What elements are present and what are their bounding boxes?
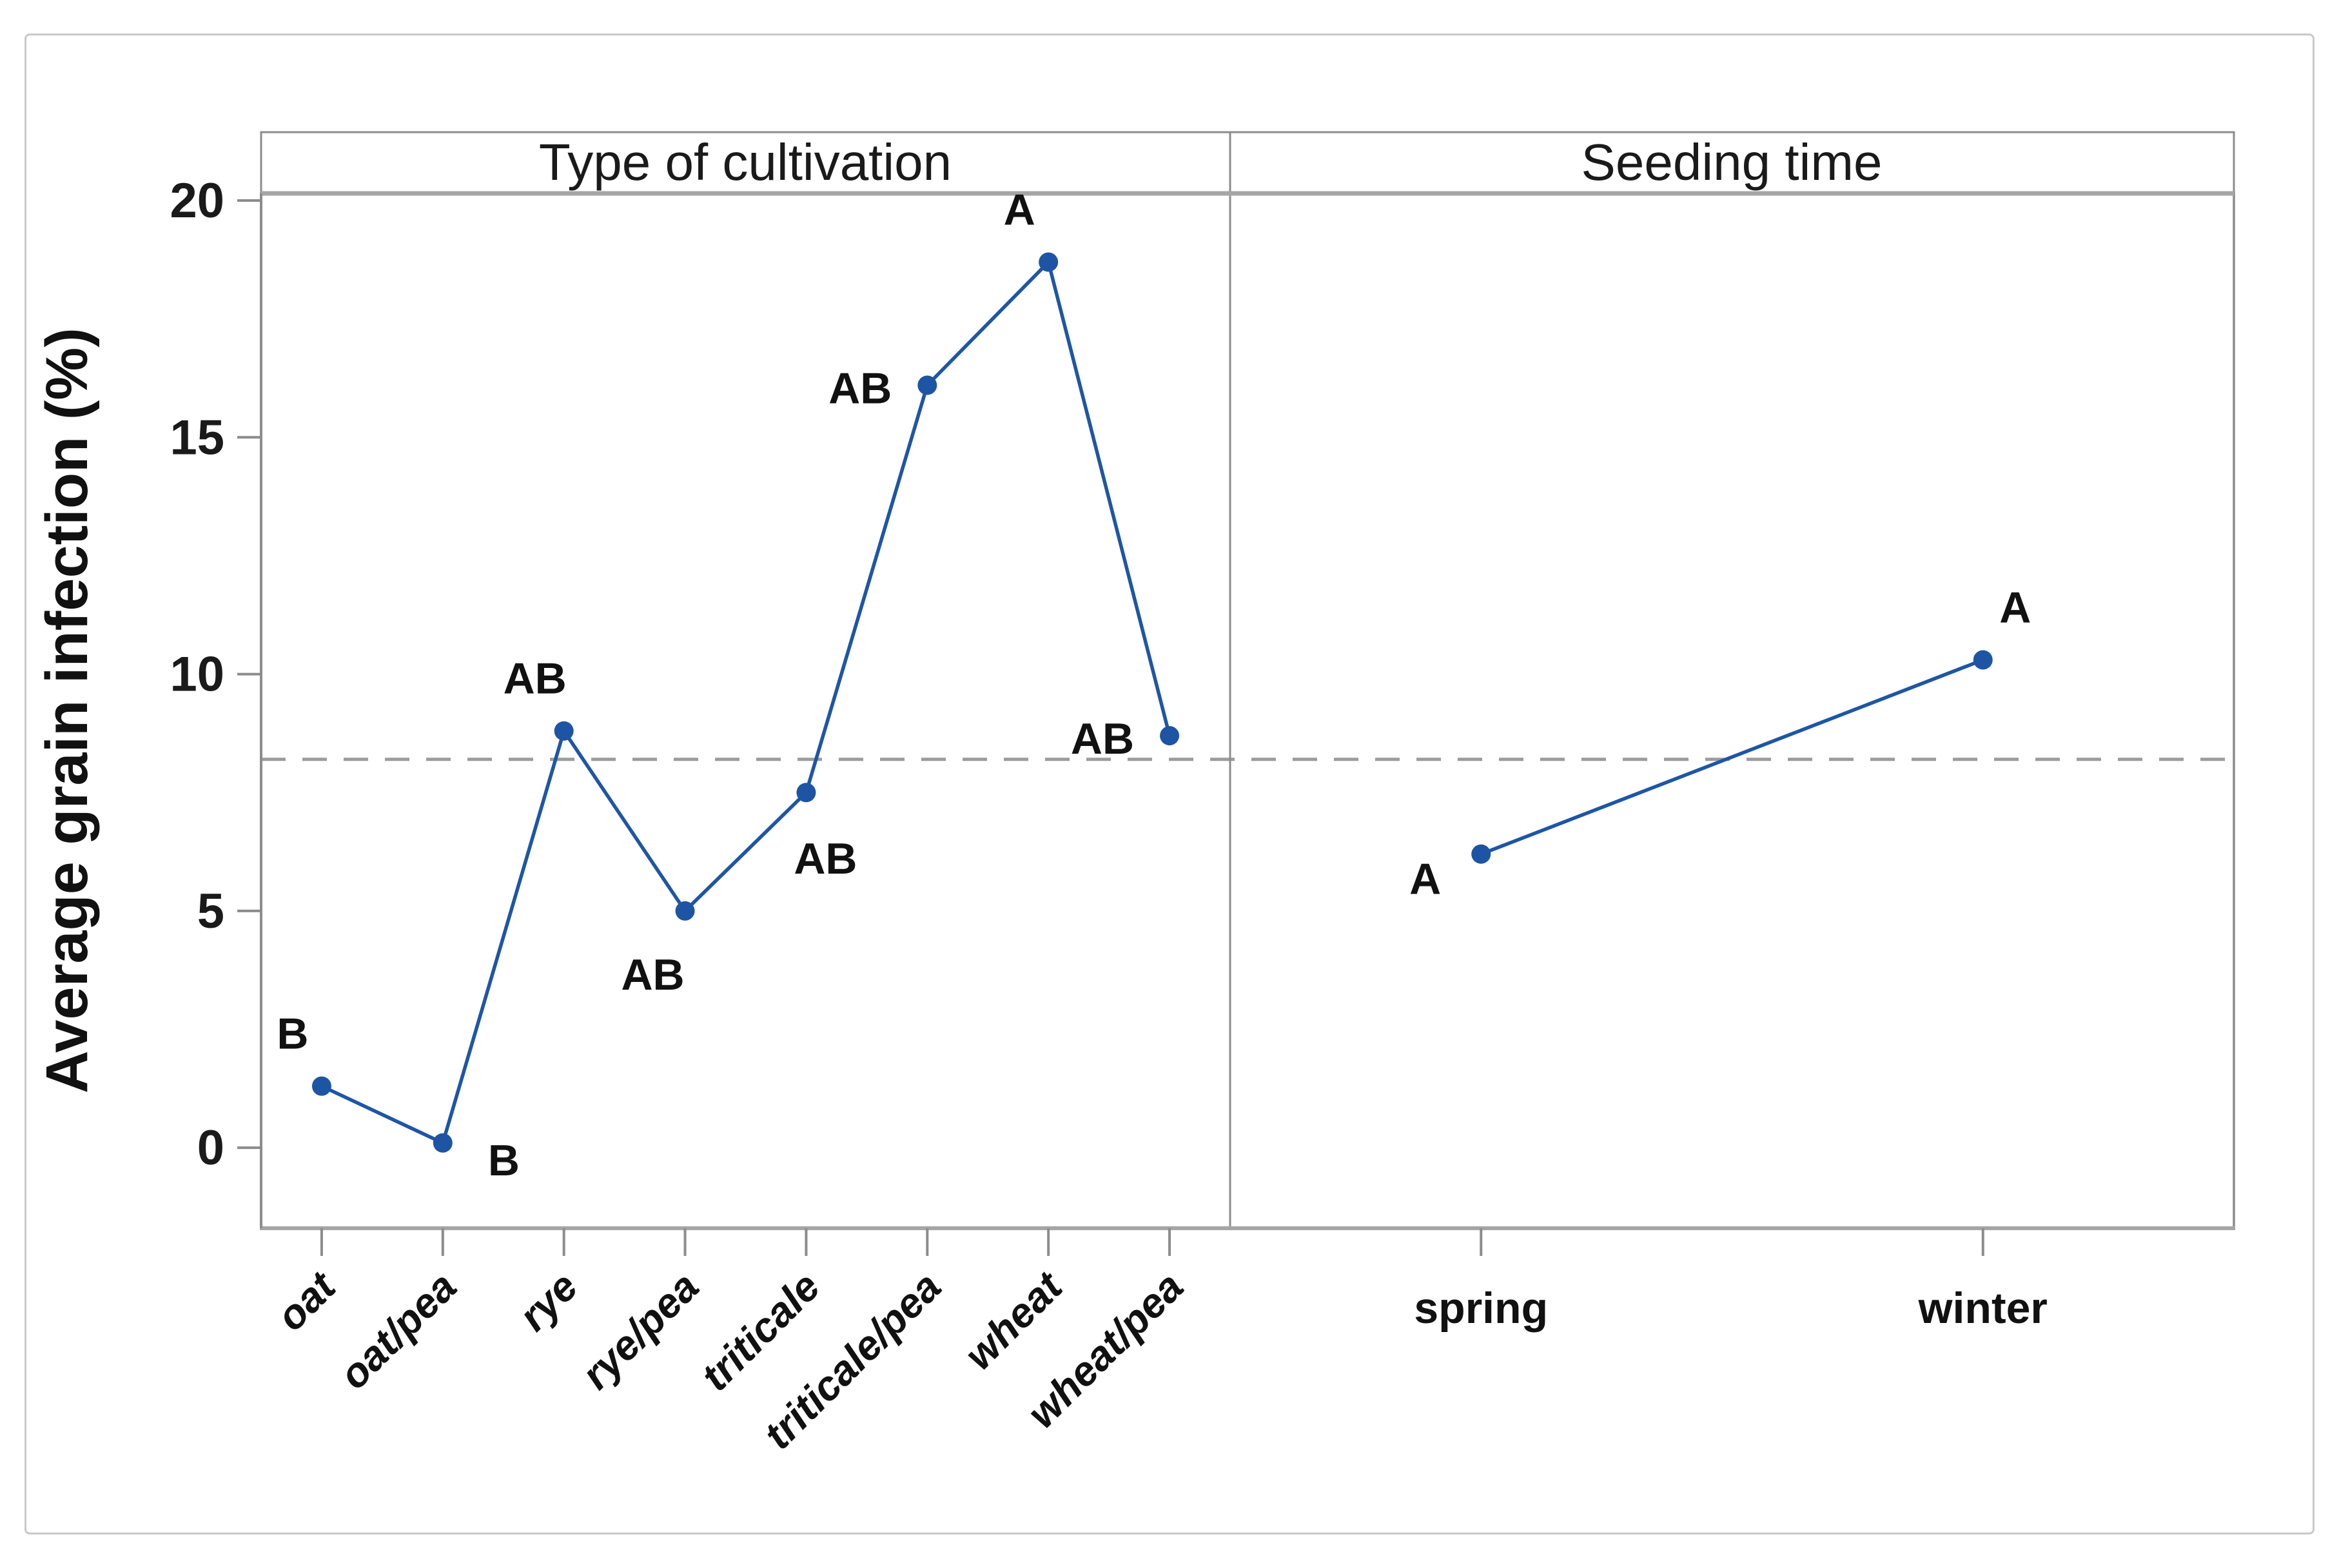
x-category-label-wheat: wheat <box>955 1262 1072 1378</box>
data-point-spring <box>1471 844 1491 864</box>
x-category-label-oat: oat <box>268 1262 346 1340</box>
x-category-label-winter: winter <box>1918 1284 2048 1333</box>
x-category-label-oat-pea: oat/pea <box>330 1263 465 1398</box>
data-point-rye-pea <box>675 901 695 921</box>
point-letter-wheat-pea: AB <box>1071 714 1134 763</box>
point-letter-oat: B <box>277 1010 308 1059</box>
panel-header-cultivation: Type of cultivation <box>539 133 952 191</box>
data-point-triticale-pea <box>917 375 937 395</box>
y-axis-title: Average grain infection (%) <box>34 328 100 1093</box>
point-letter-triticale: AB <box>794 834 857 883</box>
point-letter-oat-pea: B <box>488 1136 520 1185</box>
figure-border <box>24 34 2315 1534</box>
x-category-label-rye-pea: rye/pea <box>573 1263 707 1398</box>
y-tick-label: 20 <box>170 173 224 228</box>
point-letter-rye: AB <box>504 654 567 703</box>
data-point-winter <box>1973 650 1993 670</box>
data-point-triticale <box>796 783 816 803</box>
data-point-oat-pea <box>433 1133 453 1153</box>
point-letter-winter: A <box>1999 583 2031 632</box>
data-point-oat <box>311 1076 331 1096</box>
x-category-label-spring: spring <box>1414 1284 1548 1333</box>
data-point-wheat <box>1039 252 1059 272</box>
point-letter-triticale-pea: AB <box>828 364 892 413</box>
point-letter-wheat: A <box>1004 186 1035 235</box>
point-letter-spring: A <box>1409 855 1441 904</box>
series-line <box>1480 658 1984 856</box>
data-point-rye <box>554 721 574 741</box>
y-tick-label: 15 <box>170 410 224 465</box>
y-tick-label: 5 <box>197 884 224 939</box>
data-point-wheat-pea <box>1160 726 1180 746</box>
y-tick-label: 10 <box>170 647 224 702</box>
y-tick-label: 0 <box>197 1121 224 1175</box>
series-line <box>320 260 1171 1145</box>
point-letter-rye-pea: AB <box>621 950 684 999</box>
plot-frame <box>260 192 2235 1230</box>
x-category-label-rye: rye <box>510 1263 587 1340</box>
panel-header-seeding: Seeding time <box>1581 133 1883 191</box>
